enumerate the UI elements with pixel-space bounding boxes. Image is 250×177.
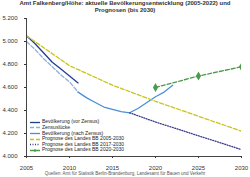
svg-text:4.000: 4.000 bbox=[2, 153, 18, 159]
html-text:Zensuslücke: Zensuslücke bbox=[42, 124, 71, 130]
html-text:Prognose des Landes BB 2017-20: Prognose des Landes BB 2017-2030 bbox=[42, 140, 124, 147]
svg-text:2005: 2005 bbox=[20, 165, 34, 170]
html-text:Quellen: Amt für Statistik Ber: Quellen: Amt für Statistik Berlin-Brande… bbox=[44, 171, 206, 176]
svg-text:4.200: 4.200 bbox=[2, 130, 18, 136]
svg-text:2020: 2020 bbox=[149, 165, 163, 170]
svg-text:4.600: 4.600 bbox=[2, 84, 18, 90]
svg-text:2015: 2015 bbox=[106, 165, 120, 170]
html-text:Prognose des Landes BB 2020-20: Prognose des Landes BB 2020-2030 bbox=[42, 146, 124, 153]
svg-text:5.000: 5.000 bbox=[2, 38, 18, 44]
html-text:Bevölkerung (nach Zensus): Bevölkerung (nach Zensus) bbox=[42, 129, 104, 136]
svg-text:4.400: 4.400 bbox=[2, 107, 18, 113]
html-text:Prognose des Landes BB 2005-20: Prognose des Landes BB 2005-2030 bbox=[42, 135, 124, 142]
svg-text:5.200: 5.200 bbox=[2, 15, 18, 21]
svg-text:2010: 2010 bbox=[63, 165, 77, 170]
html-text:Bevölkerung (vor Zensus): Bevölkerung (vor Zensus) bbox=[42, 118, 100, 125]
svg-text:4.800: 4.800 bbox=[2, 61, 18, 67]
svg-text:2030: 2030 bbox=[235, 165, 249, 170]
svg-text:2025: 2025 bbox=[192, 165, 206, 170]
html-text:Amt Falkenberg/Höhe: aktuelle: Amt Falkenberg/Höhe: aktuelle Bevölkerun… bbox=[19, 0, 231, 13]
